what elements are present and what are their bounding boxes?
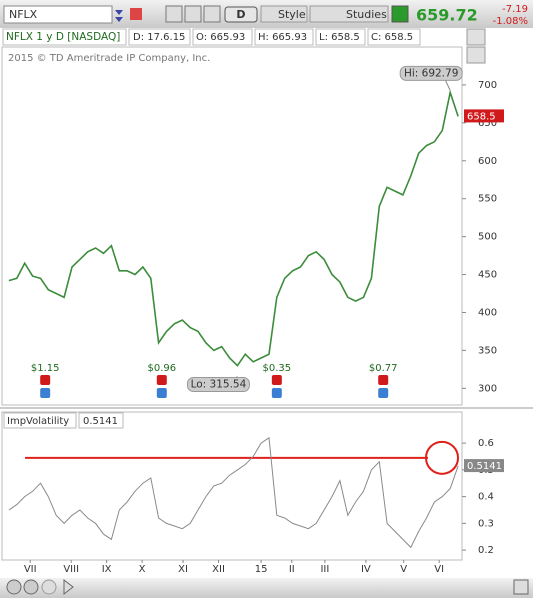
info-icon	[40, 388, 51, 398]
y-tick-label: 700	[478, 80, 497, 91]
zoom-in[interactable]	[23, 579, 39, 595]
y-tick-label: 550	[478, 194, 497, 205]
highlight-circle	[425, 440, 459, 475]
study-panel	[1, 411, 463, 561]
cursor-button[interactable]	[63, 578, 74, 596]
x-tick-label: VIII	[63, 564, 79, 575]
icon-button[interactable]	[184, 5, 202, 23]
annotation-label: Lo: 315.54	[191, 379, 247, 391]
dividend-label: $0.77	[369, 363, 398, 374]
header-low: L: 658.5	[319, 32, 360, 43]
cell	[192, 28, 253, 46]
last-value-tag	[464, 459, 504, 473]
bottom-toolbar	[0, 578, 533, 598]
y-tick-label: 600	[478, 156, 497, 167]
scroll-button[interactable]	[513, 579, 529, 595]
cell	[367, 28, 421, 46]
last-price: 659.72	[416, 6, 478, 25]
last-value-label: 0.5141	[467, 461, 502, 472]
dividend-label: $0.96	[147, 363, 176, 374]
header-close: C: 658.5	[371, 32, 413, 43]
icon-button[interactable]	[165, 5, 183, 23]
price-panel	[1, 46, 463, 406]
button[interactable]	[224, 6, 258, 23]
symbol-box[interactable]	[3, 5, 113, 24]
earnings-icon	[156, 375, 167, 385]
y-tick-label: 450	[478, 270, 497, 281]
info-icon	[271, 388, 282, 398]
zoom-reset[interactable]	[41, 579, 57, 595]
change-pct: -1.08%	[493, 16, 528, 27]
cell	[128, 28, 191, 46]
button-label: D	[236, 8, 245, 21]
last-value-tag	[464, 109, 504, 123]
y-tick-label: 350	[478, 345, 497, 356]
info-icon	[378, 388, 389, 398]
x-tick-label: XI	[178, 564, 188, 575]
dividend-label: $1.15	[31, 363, 60, 374]
y-tick-label: 650	[478, 118, 497, 129]
panel-button[interactable]	[466, 46, 486, 64]
x-tick-label: IX	[102, 564, 112, 575]
x-tick-label: VI	[434, 564, 444, 575]
cell	[315, 28, 366, 46]
annotation-box	[399, 65, 463, 81]
cell	[254, 28, 314, 46]
button[interactable]	[309, 5, 389, 23]
y-tick-label: 0.3	[478, 518, 494, 529]
x-tick-label: VII	[24, 564, 37, 575]
zoom-out[interactable]	[6, 579, 22, 595]
x-tick-label: II	[289, 564, 295, 575]
cell	[2, 28, 127, 46]
annotation-box	[186, 377, 250, 393]
x-tick-label: 15	[255, 564, 268, 575]
watermark: 2015 © TD Ameritrade IP Company, Inc.	[8, 53, 210, 64]
header-high: H: 665.93	[258, 32, 307, 43]
change: -7.19	[502, 4, 528, 15]
earnings-icon	[271, 375, 282, 385]
last-value-label: 658.5	[467, 111, 496, 122]
annotation-label: Hi: 692.79	[404, 67, 458, 79]
y-tick-label: 0.4	[478, 492, 494, 503]
series-line	[8, 436, 459, 549]
earnings-icon	[40, 375, 51, 385]
link-icon[interactable]	[130, 8, 142, 20]
icon-button[interactable]	[203, 5, 221, 23]
series-line	[8, 89, 459, 367]
study-value: 0.5141	[83, 416, 118, 427]
info-icon	[156, 388, 167, 398]
y-tick-label: 500	[478, 232, 497, 243]
earnings-icon	[378, 375, 389, 385]
dividend-label: $0.35	[263, 363, 292, 374]
y-tick-label: 400	[478, 307, 497, 318]
y-tick-label: 0.2	[478, 545, 494, 556]
header-open: O: 665.93	[196, 32, 245, 43]
x-tick-label: X	[139, 564, 146, 575]
x-tick-label: XII	[212, 564, 225, 575]
button-label: Studies	[346, 8, 387, 21]
x-tick-label: V	[400, 564, 407, 575]
cell	[3, 412, 77, 429]
cell	[78, 412, 124, 429]
symbol-menu[interactable]	[115, 10, 123, 22]
icon-button[interactable]	[391, 5, 409, 23]
chart-area	[0, 28, 533, 598]
button-label: Style	[278, 8, 306, 21]
x-tick-label: IV	[361, 564, 371, 575]
button[interactable]	[260, 5, 308, 23]
y-tick-label: 0.6	[478, 438, 494, 449]
y-tick-label: 300	[478, 383, 497, 394]
header-date: D: 17.6.15	[133, 32, 185, 43]
x-tick-label: III	[320, 564, 329, 575]
panel-button[interactable]	[466, 28, 486, 46]
chart-title: NFLX 1 y D [NASDAQ]	[6, 31, 120, 43]
header	[2, 28, 421, 46]
study-title: ImpVolatility	[7, 416, 69, 427]
symbol: NFLX	[9, 8, 38, 21]
